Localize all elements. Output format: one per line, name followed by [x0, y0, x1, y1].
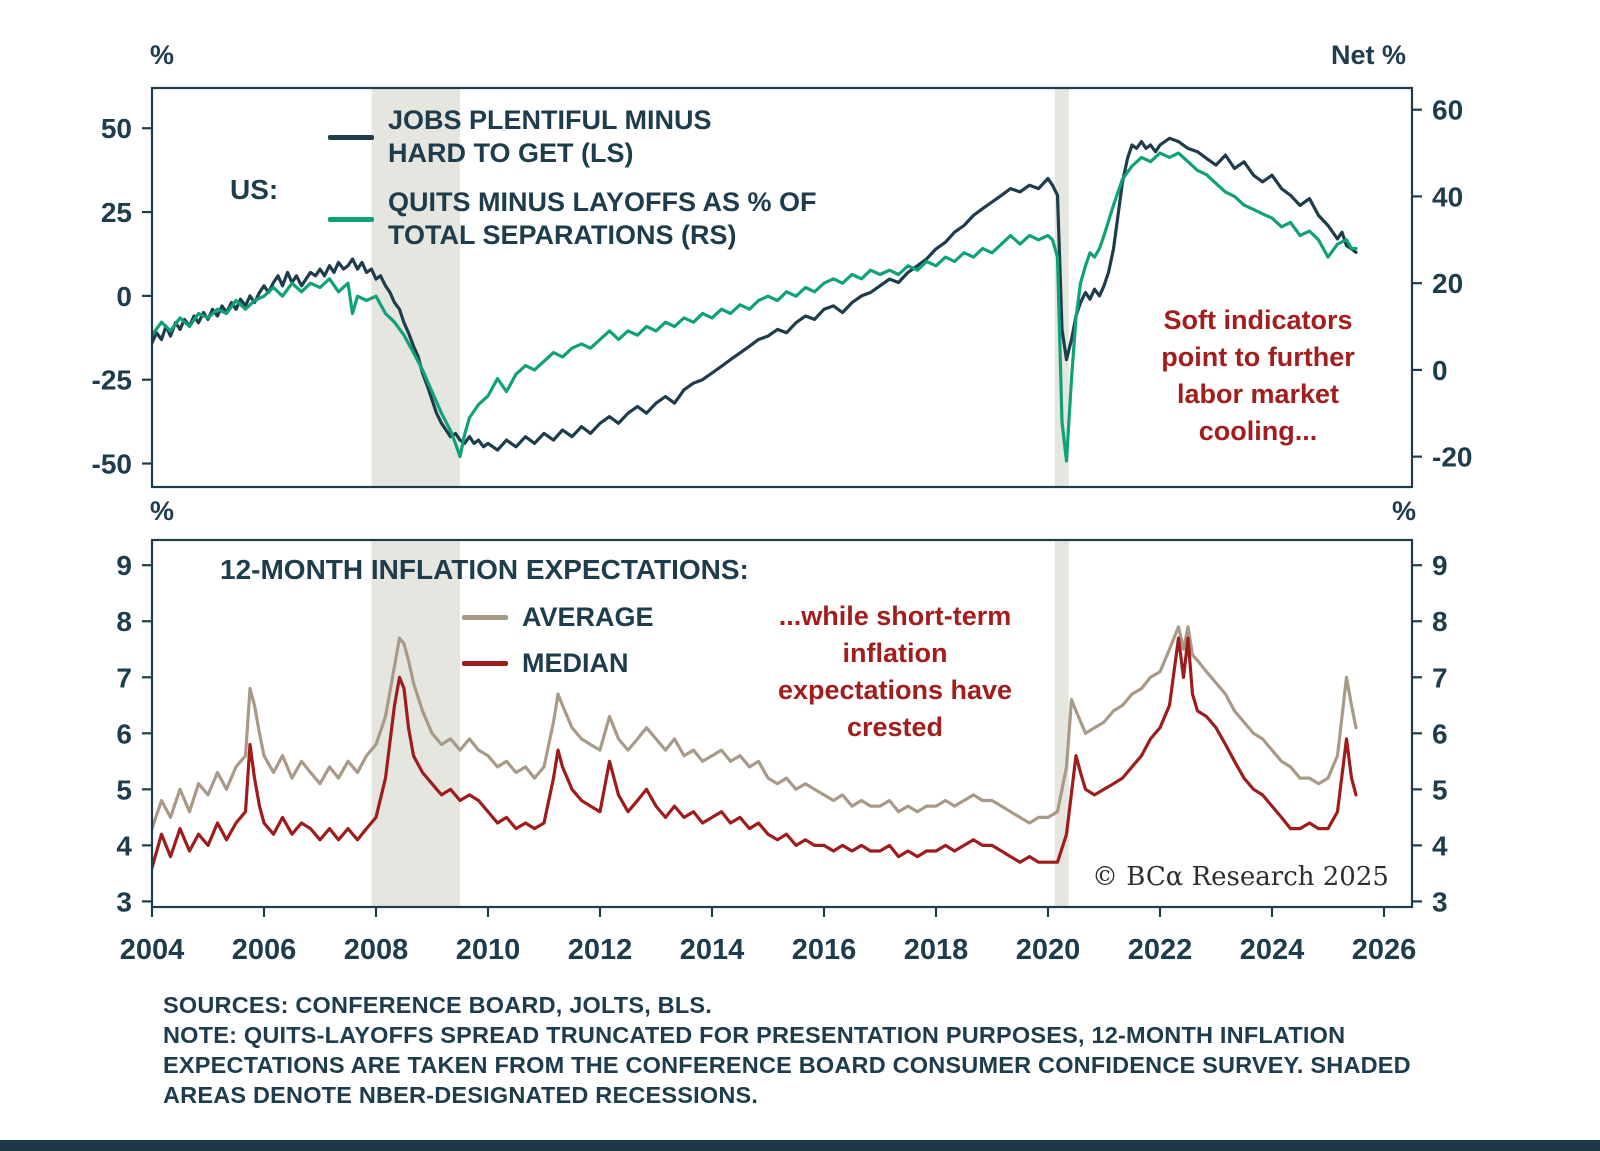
quits-layoffs-line-swatch [328, 216, 374, 222]
x-year-label: 2004 [120, 934, 185, 966]
bottom-right-axis-unit: % [1392, 496, 1417, 526]
legend-item-median: MEDIAN [462, 647, 629, 680]
source-note-line: AREAS DENOTE NBER-DESIGNATED RECESSIONS. [163, 1082, 759, 1108]
series-line-0 [152, 136, 1358, 452]
axis-tick-label: 7 [1432, 662, 1448, 693]
legend-item-quits-layoffs: QUITS MINUS LAYOFFS AS % OF TOTAL SEPARA… [328, 186, 817, 252]
axis-tick-label: 9 [1432, 550, 1448, 581]
x-year-label: 2010 [456, 934, 521, 966]
annotation-line: ...while short-term [778, 601, 1012, 631]
axis-tick-label: 6 [1432, 718, 1448, 749]
axis-tick-label: 9 [116, 550, 132, 581]
average-line-swatch [462, 615, 508, 620]
axis-tick-label: 3 [1432, 886, 1448, 917]
x-year-label: 2018 [904, 934, 969, 966]
x-year-label: 2016 [792, 934, 857, 966]
bottom-bar [0, 1140, 1600, 1151]
legend-line: JOBS PLENTIFUL MINUS [388, 105, 712, 135]
axis-tick-label: 8 [116, 606, 132, 637]
legend-item-average: AVERAGE [462, 601, 654, 634]
annotation-line: Soft indicators [1163, 305, 1353, 335]
panel-border [150, 86, 1414, 489]
x-year-label: 2022 [1128, 934, 1193, 966]
axis-tick-label: 5 [1432, 774, 1448, 805]
source-note-line: NOTE: QUITS-LAYOFFS SPREAD TRUNCATED FOR… [163, 1022, 1346, 1048]
legend-label-median: MEDIAN [522, 648, 629, 678]
series-line-1 [152, 151, 1358, 463]
inflation-expectations-heading: 12-MONTH INFLATION EXPECTATIONS: [220, 554, 749, 585]
axis-tick-label: -50 [92, 449, 132, 480]
x-year-label: 2026 [1352, 934, 1417, 966]
labor-cooling-annotation: Soft indicators point to further labor m… [1112, 302, 1404, 450]
recession-band [371, 540, 460, 907]
axis-tick-label: 0 [116, 281, 132, 312]
axis-tick-label: 8 [1432, 606, 1448, 637]
top-left-axis-unit: % [150, 40, 175, 70]
legend-label-average: AVERAGE [522, 602, 654, 632]
axis-tick-label: 3 [116, 886, 132, 917]
annotation-line: crested [846, 712, 944, 742]
region-label: US: [230, 174, 279, 205]
series-line-0 [152, 625, 1358, 831]
recession-band [1054, 540, 1069, 907]
axis-tick-label: 50 [101, 113, 132, 144]
axis-tick-label: 4 [116, 830, 132, 861]
series-line-1 [152, 636, 1358, 870]
legend-line: QUITS MINUS LAYOFFS AS % OF [388, 187, 817, 217]
x-year-label: 2024 [1240, 934, 1305, 966]
legend-item-jobs-plentiful: JOBS PLENTIFUL MINUS HARD TO GET (LS) [328, 104, 712, 170]
axis-tick-label: 5 [116, 774, 132, 805]
series-group [152, 136, 1358, 463]
axis-tick-label: 25 [101, 197, 132, 228]
axis-tick-label: -20 [1432, 442, 1472, 473]
axis-tick-label: -25 [92, 365, 132, 396]
legend-label-jobs-plentiful: JOBS PLENTIFUL MINUS HARD TO GET (LS) [388, 104, 712, 170]
top-right-axis-unit: Net % [1331, 40, 1407, 70]
legend-line: HARD TO GET (LS) [388, 138, 634, 168]
source-note-line: SOURCES: CONFERENCE BOARD, JOLTS, BLS. [163, 992, 713, 1018]
x-year-label: 2008 [344, 934, 409, 966]
legend-label-quits-layoffs: QUITS MINUS LAYOFFS AS % OF TOTAL SEPARA… [388, 186, 817, 252]
axis-tick-label: 7 [116, 662, 132, 693]
axis-tick-label: 4 [1432, 830, 1448, 861]
x-year-label: 2014 [680, 934, 745, 966]
panel-border [150, 538, 1414, 909]
annotation-line: labor market [1176, 379, 1340, 409]
bottom-left-axis-unit: % [150, 496, 175, 526]
axis-tick-label: 0 [1432, 355, 1448, 386]
annotation-line: inflation [842, 638, 948, 668]
jobs-plentiful-line-swatch [328, 134, 374, 140]
annotation-line: expectations have [777, 675, 1013, 705]
legend-line: TOTAL SEPARATIONS (RS) [388, 220, 737, 250]
axis-tick-label: 6 [116, 718, 132, 749]
series-group [152, 625, 1358, 870]
annotation-line: cooling... [1198, 416, 1318, 446]
copyright-notice: © BCα Research 2025 [1092, 862, 1389, 892]
x-year-label: 2020 [1016, 934, 1081, 966]
axis-tick-label: 60 [1432, 95, 1463, 126]
source-note: SOURCES: CONFERENCE BOARD, JOLTS, BLS. N… [163, 990, 1443, 1110]
x-year-label: 2012 [568, 934, 633, 966]
annotation-line: point to further [1161, 342, 1355, 372]
axis-tick-label: 40 [1432, 181, 1463, 212]
axis-tick-label: 20 [1432, 268, 1463, 299]
source-note-line: EXPECTATIONS ARE TAKEN FROM THE CONFEREN… [163, 1052, 1411, 1078]
inflation-crested-annotation: ...while short-term inflation expectatio… [749, 598, 1041, 746]
x-year-label: 2006 [232, 934, 297, 966]
median-line-swatch [462, 661, 508, 666]
